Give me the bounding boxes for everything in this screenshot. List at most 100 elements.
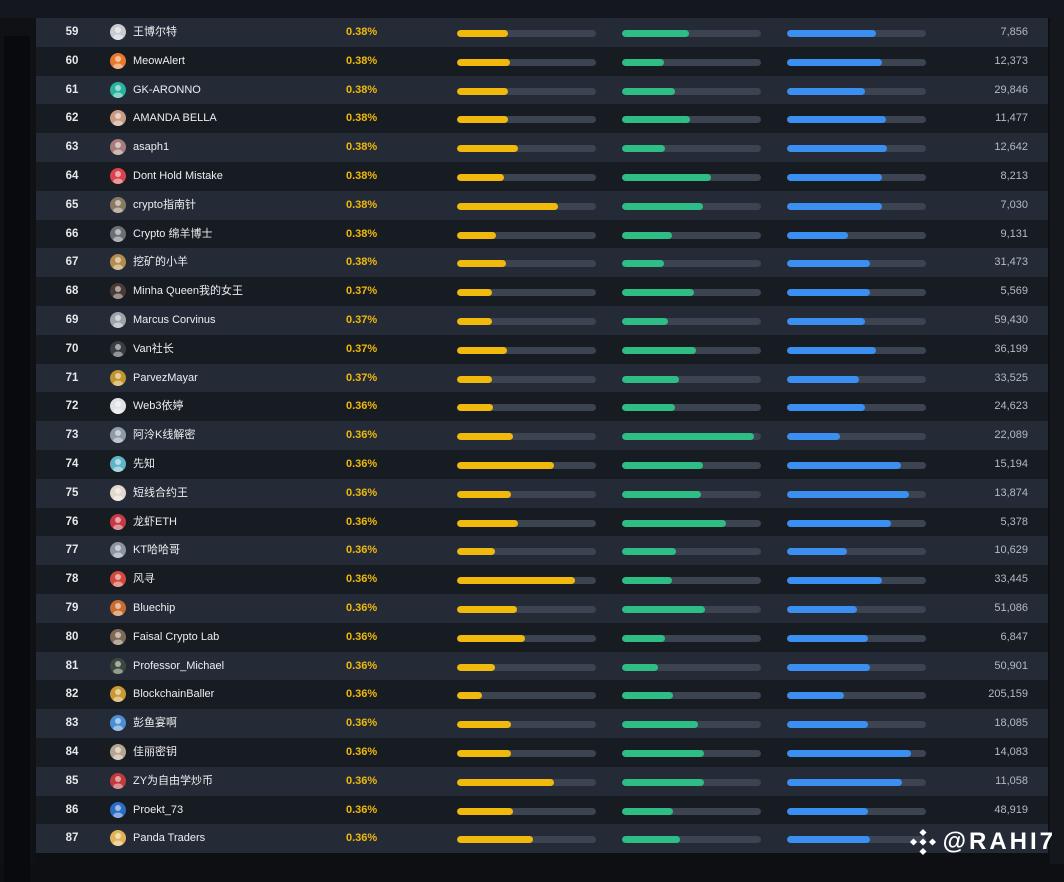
blue-progress-bar	[787, 462, 926, 469]
avatar[interactable]	[110, 629, 126, 645]
table-row[interactable]: 86 Proekt_73 0.36% 48,919	[36, 796, 1048, 825]
blue-progress-bar-fill	[787, 30, 876, 37]
table-row[interactable]: 73 阿泠K线解密 0.36% 22,089	[36, 421, 1048, 450]
table-row[interactable]: 65 crypto指南针 0.38% 7,030	[36, 191, 1048, 220]
yellow-progress-bar-fill	[457, 779, 554, 786]
trader-name[interactable]: Proekt_73	[133, 796, 183, 825]
table-row[interactable]: 81 Professor_Michael 0.36% 50,901	[36, 652, 1048, 681]
table-row[interactable]: 60 MeowAlert 0.38% 12,373	[36, 47, 1048, 76]
trader-name[interactable]: Web3依婷	[133, 392, 184, 421]
trader-name[interactable]: 龙虾ETH	[133, 508, 177, 537]
green-progress-bar-fill	[622, 635, 665, 642]
table-row[interactable]: 59 王博尔特 0.38% 7,856	[36, 18, 1048, 47]
table-row[interactable]: 80 Faisal Crypto Lab 0.36% 6,847	[36, 623, 1048, 652]
avatar[interactable]	[110, 773, 126, 789]
trader-name[interactable]: Professor_Michael	[133, 652, 224, 681]
avatar[interactable]	[110, 398, 126, 414]
trader-name[interactable]: AMANDA BELLA	[133, 104, 217, 133]
table-row[interactable]: 84 佳丽密钥 0.36% 14,083	[36, 738, 1048, 767]
blue-progress-bar-fill	[787, 462, 901, 469]
trader-name[interactable]: Van社长	[133, 335, 174, 364]
table-row[interactable]: 69 Marcus Corvinus 0.37% 59,430	[36, 306, 1048, 335]
avatar[interactable]	[110, 571, 126, 587]
table-row[interactable]: 87 Panda Traders 0.36%	[36, 824, 1048, 853]
trader-name[interactable]: 风寻	[133, 565, 155, 594]
table-row[interactable]: 63 asaph1 0.38% 12,642	[36, 133, 1048, 162]
table-row[interactable]: 77 KT哈哈哥 0.36% 10,629	[36, 536, 1048, 565]
avatar[interactable]	[110, 110, 126, 126]
table-row[interactable]: 66 Crypto 绵羊博士 0.38% 9,131	[36, 220, 1048, 249]
table-row[interactable]: 72 Web3依婷 0.36% 24,623	[36, 392, 1048, 421]
avatar[interactable]	[110, 168, 126, 184]
avatar[interactable]	[110, 686, 126, 702]
avatar[interactable]	[110, 744, 126, 760]
table-row[interactable]: 70 Van社长 0.37% 36,199	[36, 335, 1048, 364]
trader-name[interactable]: KT哈哈哥	[133, 536, 180, 565]
trader-name[interactable]: ParvezMayar	[133, 364, 198, 393]
trader-name[interactable]: Bluechip	[133, 594, 175, 623]
table-row[interactable]: 64 Dont Hold Mistake 0.38% 8,213	[36, 162, 1048, 191]
avatar[interactable]	[110, 456, 126, 472]
avatar[interactable]	[110, 485, 126, 501]
table-row[interactable]: 67 挖矿的小羊 0.38% 31,473	[36, 248, 1048, 277]
trader-name[interactable]: 阿泠K线解密	[133, 421, 195, 450]
scrollbar[interactable]	[1050, 18, 1064, 864]
trader-name[interactable]: Dont Hold Mistake	[133, 162, 223, 191]
rank-number: 60	[52, 47, 92, 76]
avatar[interactable]	[110, 24, 126, 40]
table-row[interactable]: 82 BlockchainBaller 0.36% 205,159	[36, 680, 1048, 709]
trader-name[interactable]: 彭鱼宴啊	[133, 709, 177, 738]
avatar[interactable]	[110, 254, 126, 270]
table-row[interactable]: 61 GK-ARONNO 0.38% 29,846	[36, 76, 1048, 105]
green-progress-bar	[622, 548, 761, 555]
avatar[interactable]	[110, 427, 126, 443]
avatar[interactable]	[110, 53, 126, 69]
table-row[interactable]: 85 ZY为自由学炒币 0.36% 11,058	[36, 767, 1048, 796]
green-progress-bar	[622, 779, 761, 786]
trader-name[interactable]: 佳丽密钥	[133, 738, 177, 767]
trader-name[interactable]: MeowAlert	[133, 47, 185, 76]
trader-name[interactable]: 挖矿的小羊	[133, 248, 188, 277]
avatar[interactable]	[110, 802, 126, 818]
table-row[interactable]: 83 彭鱼宴啊 0.36% 18,085	[36, 709, 1048, 738]
avatar[interactable]	[110, 197, 126, 213]
green-progress-bar-fill	[622, 318, 668, 325]
trader-name[interactable]: Faisal Crypto Lab	[133, 623, 219, 652]
avatar[interactable]	[110, 226, 126, 242]
table-row[interactable]: 74 先知 0.36% 15,194	[36, 450, 1048, 479]
avatar[interactable]	[110, 283, 126, 299]
trader-name[interactable]: Panda Traders	[133, 824, 205, 853]
trader-name[interactable]: 短线合约王	[133, 479, 188, 508]
trader-name[interactable]: Crypto 绵羊博士	[133, 220, 212, 249]
avatar[interactable]	[110, 600, 126, 616]
yellow-progress-bar	[457, 779, 596, 786]
avatar[interactable]	[110, 514, 126, 530]
avatar[interactable]	[110, 341, 126, 357]
yellow-progress-bar-fill	[457, 116, 508, 123]
table-row[interactable]: 71 ParvezMayar 0.37% 33,525	[36, 364, 1048, 393]
table-row[interactable]: 62 AMANDA BELLA 0.38% 11,477	[36, 104, 1048, 133]
trader-name[interactable]: crypto指南针	[133, 191, 196, 220]
trader-name[interactable]: asaph1	[133, 133, 169, 162]
trader-name[interactable]: BlockchainBaller	[133, 680, 214, 709]
trader-name[interactable]: 王博尔特	[133, 18, 177, 47]
table-row[interactable]: 76 龙虾ETH 0.36% 5,378	[36, 508, 1048, 537]
rank-number: 77	[52, 536, 92, 565]
trader-name[interactable]: Marcus Corvinus	[133, 306, 216, 335]
avatar[interactable]	[110, 830, 126, 846]
trader-name[interactable]: Minha Queen我的女王	[133, 277, 243, 306]
table-row[interactable]: 79 Bluechip 0.36% 51,086	[36, 594, 1048, 623]
trader-name[interactable]: ZY为自由学炒币	[133, 767, 213, 796]
table-row[interactable]: 75 短线合约王 0.36% 13,874	[36, 479, 1048, 508]
avatar[interactable]	[110, 82, 126, 98]
avatar[interactable]	[110, 542, 126, 558]
trader-name[interactable]: 先知	[133, 450, 155, 479]
table-row[interactable]: 68 Minha Queen我的女王 0.37% 5,569	[36, 277, 1048, 306]
avatar[interactable]	[110, 715, 126, 731]
avatar[interactable]	[110, 370, 126, 386]
avatar[interactable]	[110, 139, 126, 155]
trader-name[interactable]: GK-ARONNO	[133, 76, 201, 105]
table-row[interactable]: 78 风寻 0.36% 33,445	[36, 565, 1048, 594]
avatar[interactable]	[110, 312, 126, 328]
avatar[interactable]	[110, 658, 126, 674]
